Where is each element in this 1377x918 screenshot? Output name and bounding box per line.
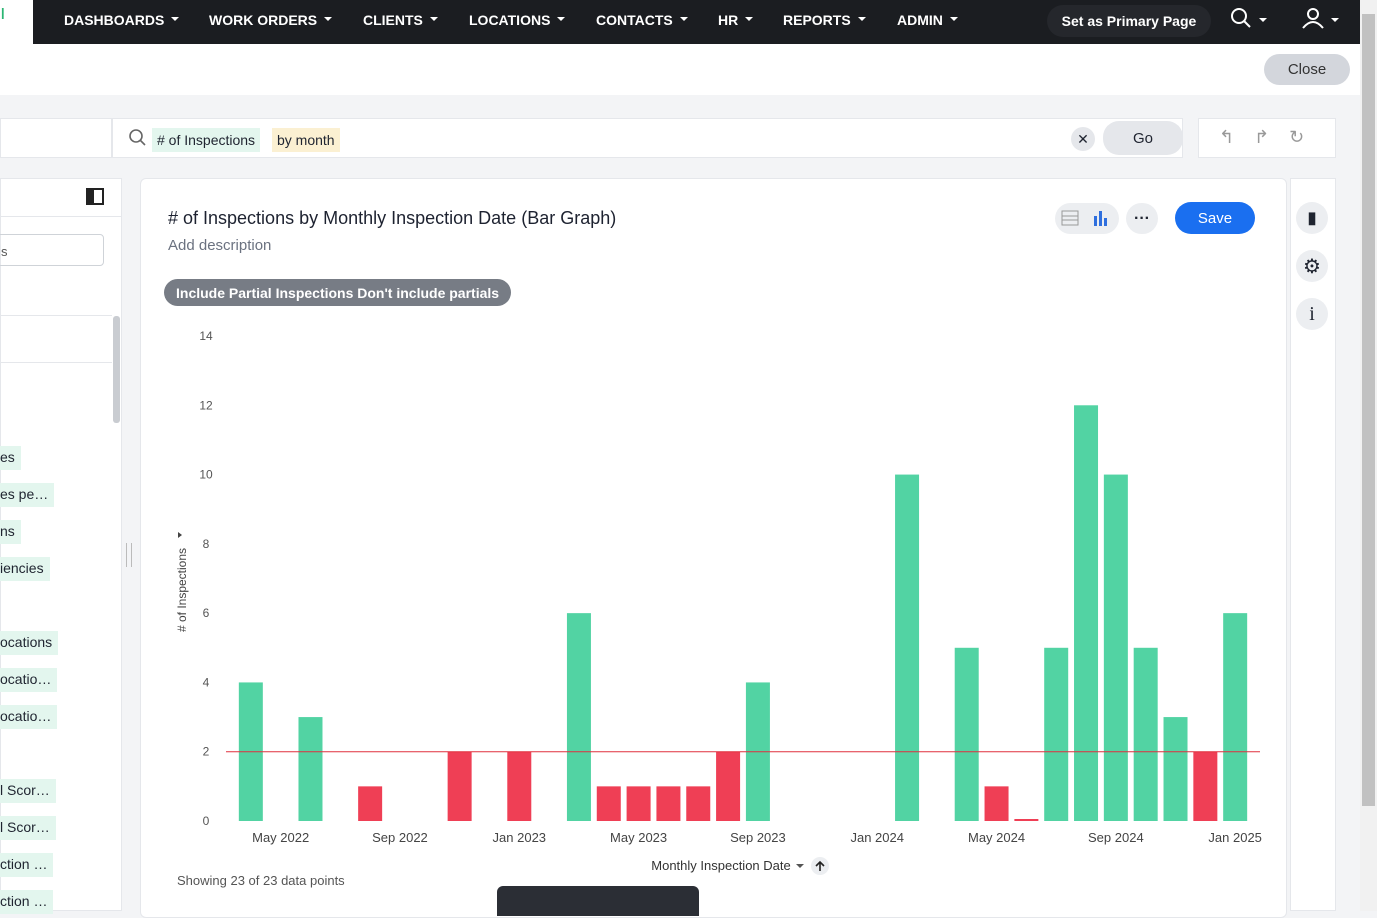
sidebar-item[interactable]: iencies <box>0 557 50 581</box>
sidebar-item[interactable]: es <box>0 446 21 470</box>
clear-button[interactable]: ✕ <box>1071 127 1095 151</box>
history-buttons[interactable]: ↰↱↻ <box>1198 118 1336 158</box>
settings-button[interactable]: ⚙ <box>1296 250 1328 282</box>
nav-item[interactable]: LOCATIONS <box>469 12 565 28</box>
more-button[interactable]: ··· <box>1126 203 1158 234</box>
resize-handle[interactable] <box>126 543 132 567</box>
description[interactable]: Add description <box>168 237 272 254</box>
view-icons <box>1061 210 1107 226</box>
sidebar-item[interactable]: ction … <box>0 853 54 877</box>
right-toolbar <box>1290 178 1336 911</box>
go-button[interactable]: Go <box>1103 121 1183 155</box>
chart-title: # of Inspections by Monthly Inspection D… <box>168 208 617 228</box>
chart-button[interactable]: ▮ <box>1296 202 1328 234</box>
nav-icons <box>1231 8 1339 29</box>
sidebar-item[interactable]: ocatio… <box>0 705 58 729</box>
nav-item[interactable]: WORK ORDERS <box>209 12 332 28</box>
panel-toggle[interactable] <box>86 188 104 205</box>
divider <box>0 216 121 217</box>
save-button[interactable]: Save <box>1175 202 1255 234</box>
sidebar-item[interactable]: l Scor… <box>0 816 56 840</box>
nav-item[interactable]: CONTACTS <box>596 12 688 28</box>
sidebar-item[interactable]: es pe… <box>0 483 55 507</box>
search-token[interactable]: by month <box>272 128 340 152</box>
sidebar-item[interactable]: ction … <box>0 890 54 914</box>
nav-item[interactable]: CLIENTS <box>363 12 438 28</box>
nav-item[interactable]: HR <box>718 12 753 28</box>
scrollbar <box>113 316 120 423</box>
source-select[interactable] <box>0 118 112 158</box>
view-toggle[interactable] <box>1055 203 1119 234</box>
divider <box>0 315 112 363</box>
logo: ı <box>0 2 6 24</box>
sidebar-input[interactable]: s <box>0 234 104 266</box>
primary-button[interactable]: Set as Primary Page <box>1047 5 1211 37</box>
scroll-thumb <box>1362 14 1375 806</box>
toast <box>497 886 699 916</box>
sidebar-item[interactable]: ocations <box>0 631 59 655</box>
info-button[interactable]: i <box>1296 298 1328 330</box>
search-token[interactable]: # of Inspections <box>152 128 261 152</box>
sidebar-item[interactable]: ocatio… <box>0 668 58 692</box>
close-button[interactable]: Close <box>1264 54 1350 85</box>
sidebar-item[interactable]: l Scor… <box>0 779 56 803</box>
nav-item[interactable]: REPORTS <box>783 12 866 28</box>
sidebar-item[interactable]: ns <box>0 520 21 544</box>
footer-text: Showing 23 of 23 data points <box>177 873 345 888</box>
filter-chip[interactable]: Include Partial Inspections Don't includ… <box>164 279 512 306</box>
nav-item[interactable]: ADMIN <box>897 12 958 28</box>
search-icon <box>129 129 146 146</box>
nav-item[interactable]: DASHBOARDS <box>64 12 179 28</box>
